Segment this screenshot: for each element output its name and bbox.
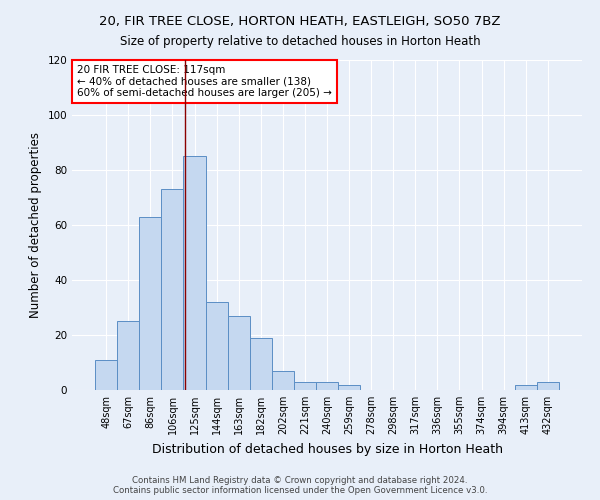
Bar	[117, 322, 139, 390]
Bar	[250, 338, 272, 390]
Text: 20, FIR TREE CLOSE, HORTON HEATH, EASTLEIGH, SO50 7BZ: 20, FIR TREE CLOSE, HORTON HEATH, EASTLE…	[99, 15, 501, 28]
Text: Size of property relative to detached houses in Horton Heath: Size of property relative to detached ho…	[119, 35, 481, 48]
Bar	[515, 384, 537, 390]
Bar	[95, 360, 117, 390]
Bar	[161, 189, 184, 390]
Bar	[338, 384, 360, 390]
Bar	[316, 382, 338, 390]
Y-axis label: Number of detached properties: Number of detached properties	[29, 132, 42, 318]
X-axis label: Distribution of detached houses by size in Horton Heath: Distribution of detached houses by size …	[151, 442, 503, 456]
Bar	[272, 371, 294, 390]
Text: Contains HM Land Registry data © Crown copyright and database right 2024.
Contai: Contains HM Land Registry data © Crown c…	[113, 476, 487, 495]
Bar	[294, 382, 316, 390]
Bar	[227, 316, 250, 390]
Bar	[184, 156, 206, 390]
Bar	[139, 217, 161, 390]
Bar	[537, 382, 559, 390]
Text: 20 FIR TREE CLOSE: 117sqm
← 40% of detached houses are smaller (138)
60% of semi: 20 FIR TREE CLOSE: 117sqm ← 40% of detac…	[77, 65, 332, 98]
Bar	[206, 302, 227, 390]
